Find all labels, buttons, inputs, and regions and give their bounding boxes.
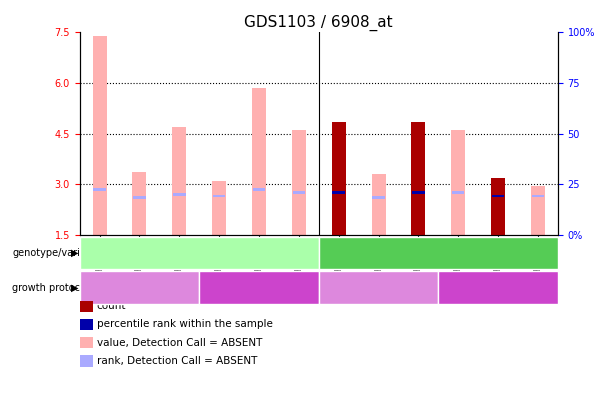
Bar (93, 36, 107, 235)
Bar (452, 192, 465, 194)
Bar (411, 122, 425, 235)
Text: ammonium limited: ammonium limited (452, 283, 544, 292)
Bar (412, 192, 425, 194)
Bar (212, 181, 226, 235)
Bar (491, 198, 505, 235)
Bar (531, 195, 544, 198)
Text: ethanol limited: ethanol limited (341, 283, 416, 292)
Bar (451, 130, 465, 235)
Text: wild type: wild type (414, 248, 462, 258)
Bar (292, 130, 306, 235)
Text: percentile rank within the sample: percentile rank within the sample (97, 320, 273, 329)
Text: genotype/variation: genotype/variation (12, 248, 105, 258)
Text: count: count (97, 301, 126, 311)
Text: leu3 mutant: leu3 mutant (167, 248, 231, 258)
Bar (492, 195, 504, 198)
Title: GDS1103 / 6908_at: GDS1103 / 6908_at (245, 15, 393, 31)
Text: growth protocol: growth protocol (12, 283, 89, 292)
Bar (292, 192, 305, 194)
Text: value, Detection Call = ABSENT: value, Detection Call = ABSENT (97, 338, 262, 347)
Bar (332, 122, 346, 235)
Bar (372, 196, 385, 199)
Text: ▶: ▶ (70, 248, 78, 258)
Bar (332, 192, 345, 194)
Text: rank, Detection Call = ABSENT: rank, Detection Call = ABSENT (97, 356, 257, 366)
Bar (332, 122, 346, 235)
Text: ammonium limited: ammonium limited (213, 283, 305, 292)
Bar (173, 193, 186, 196)
Bar (252, 88, 266, 235)
Bar (93, 188, 106, 191)
Bar (411, 122, 425, 235)
Bar (132, 173, 147, 235)
Bar (133, 196, 146, 199)
Bar (531, 186, 545, 235)
Bar (371, 174, 386, 235)
Text: ethanol limited: ethanol limited (102, 283, 177, 292)
Bar (491, 177, 505, 235)
Bar (213, 195, 226, 198)
Bar (172, 127, 186, 235)
Bar (253, 188, 265, 191)
Text: ▶: ▶ (70, 283, 78, 292)
